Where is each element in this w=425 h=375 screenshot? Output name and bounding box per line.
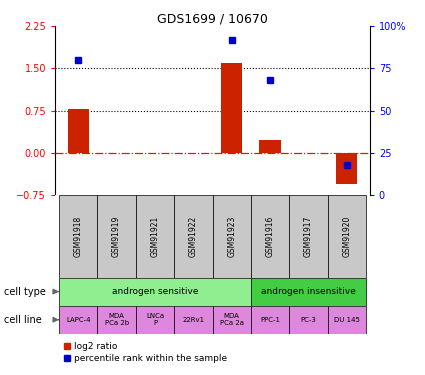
Text: MDA
PCa 2a: MDA PCa 2a [220,313,244,326]
Text: PPC-1: PPC-1 [260,316,280,322]
Text: LAPC-4: LAPC-4 [66,316,91,322]
Bar [174,306,212,334]
Text: androgen insensitive: androgen insensitive [261,287,356,296]
Text: 22Rv1: 22Rv1 [182,316,204,322]
Bar [289,195,328,278]
Legend: log2 ratio, percentile rank within the sample: log2 ratio, percentile rank within the s… [60,339,231,367]
Text: cell type: cell type [4,286,46,297]
Bar [251,278,366,306]
Text: GSM91922: GSM91922 [189,216,198,257]
Bar [212,195,251,278]
Bar [59,195,97,278]
Text: DU 145: DU 145 [334,316,360,322]
Text: GSM91923: GSM91923 [227,216,236,257]
Bar [251,195,289,278]
Title: GDS1699 / 10670: GDS1699 / 10670 [157,12,268,25]
Bar [328,306,366,334]
Text: LNCa
P: LNCa P [146,313,164,326]
Text: GSM91919: GSM91919 [112,216,121,257]
Bar [260,141,280,153]
Bar [174,195,212,278]
Bar [289,306,328,334]
Text: GSM91918: GSM91918 [74,216,83,257]
Bar [136,306,174,334]
Bar [328,195,366,278]
Bar [59,306,97,334]
Bar [251,306,289,334]
Text: androgen sensitive: androgen sensitive [112,287,198,296]
Bar [136,195,174,278]
Bar [212,306,251,334]
Text: GSM91916: GSM91916 [266,216,275,257]
Text: PC-3: PC-3 [300,316,316,322]
Bar [59,278,251,306]
Text: GSM91920: GSM91920 [342,216,351,257]
Text: MDA
PCa 2b: MDA PCa 2b [105,313,129,326]
Text: cell line: cell line [4,315,42,325]
Bar [97,195,136,278]
Bar [97,306,136,334]
Bar [68,109,89,153]
Text: GSM91917: GSM91917 [304,216,313,257]
Bar [221,63,242,153]
Text: GSM91921: GSM91921 [150,216,159,257]
Bar [336,153,357,184]
